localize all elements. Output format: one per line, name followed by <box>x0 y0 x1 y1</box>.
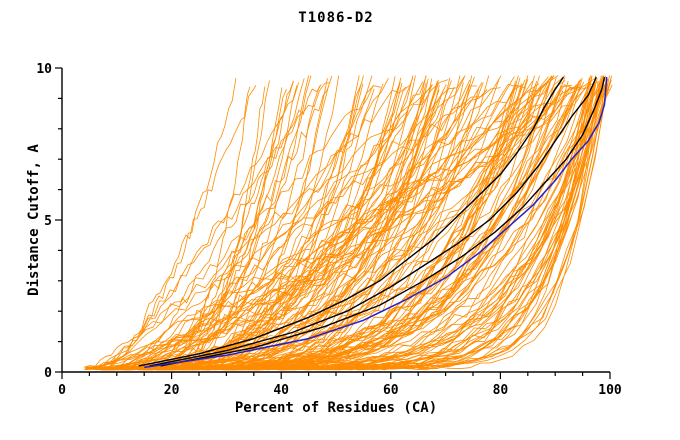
x-tick-label: 60 <box>383 383 399 398</box>
series-highlight-model-3 <box>160 76 606 367</box>
chart-title: T1086-D2 <box>298 10 374 26</box>
series-highlight-model-2 <box>149 76 597 367</box>
x-tick-label: 0 <box>58 383 66 398</box>
highlight-curves <box>138 76 608 369</box>
x-tick-label: 20 <box>164 383 180 398</box>
y-tick-label: 0 <box>44 366 52 381</box>
series-highlight-model-1 <box>138 76 564 367</box>
curves <box>83 75 613 371</box>
tick-marks <box>55 67 611 379</box>
y-tick-label: 10 <box>36 62 52 77</box>
x-axis-label: Percent of Residues (CA) <box>234 400 438 416</box>
tick-labels: 0 20 40 60 80 100 0 5 10 <box>36 62 622 398</box>
series-reference-model-blue <box>144 77 608 369</box>
x-tick-label: 40 <box>273 383 289 398</box>
y-tick-label: 5 <box>44 214 52 229</box>
x-tick-label: 80 <box>493 383 509 398</box>
x-tick-label: 100 <box>598 383 622 398</box>
